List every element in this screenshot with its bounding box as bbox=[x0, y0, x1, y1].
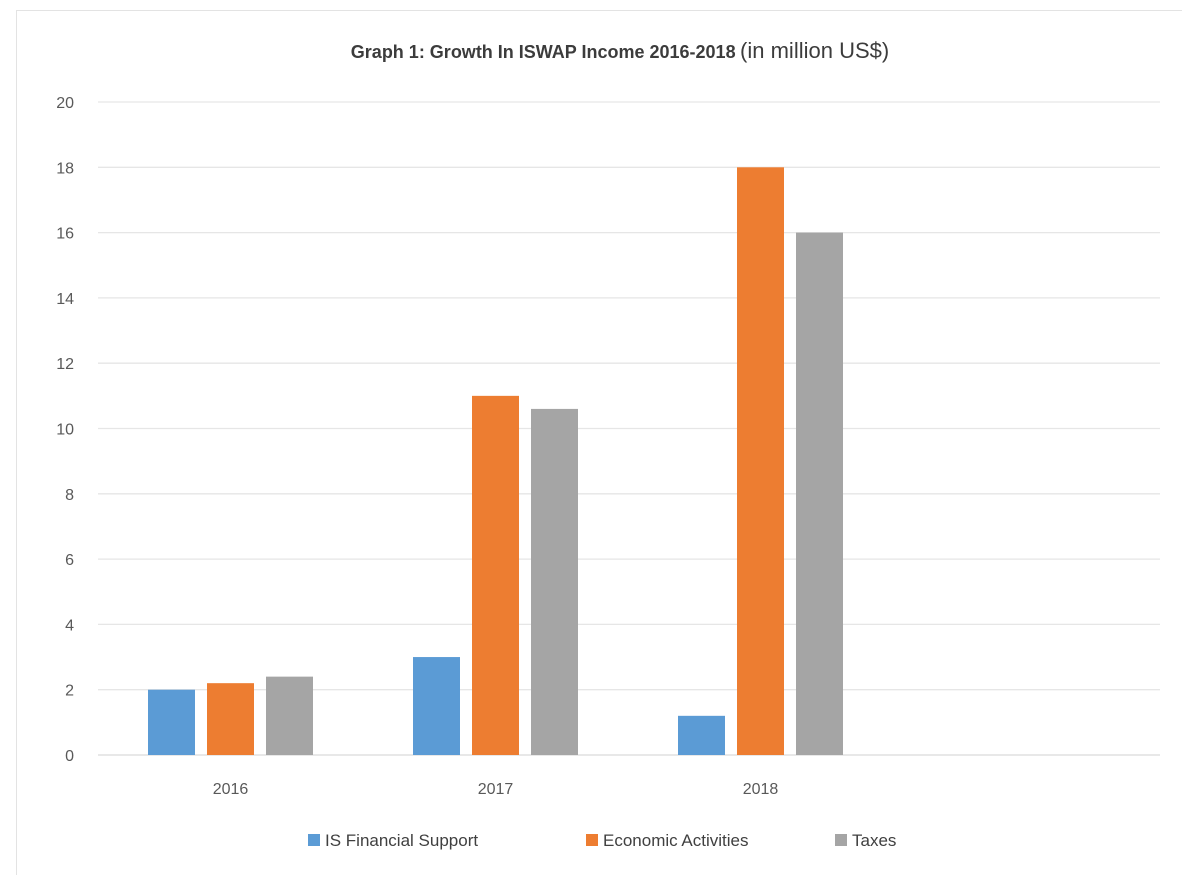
x-tick-label: 2017 bbox=[478, 781, 514, 798]
legend-swatch bbox=[308, 834, 320, 846]
y-tick-label: 8 bbox=[65, 487, 74, 504]
bar-2016-taxes bbox=[266, 676, 313, 755]
bar-2018-taxes bbox=[796, 232, 843, 756]
y-tick-label: 12 bbox=[56, 356, 74, 373]
legend-label: Taxes bbox=[852, 831, 896, 850]
gridlines bbox=[98, 101, 1160, 756]
y-tick-label: 20 bbox=[56, 95, 74, 112]
y-tick-label: 18 bbox=[56, 160, 74, 177]
bar-2016-is-financial-support bbox=[148, 689, 195, 755]
legend-label: IS Financial Support bbox=[325, 831, 478, 850]
chart-title-main: Graph 1: Growth In ISWAP Income 2016-201… bbox=[350, 42, 736, 62]
bar-2017-is-financial-support bbox=[413, 657, 460, 755]
chart-title: Graph 1: Growth In ISWAP Income 2016-201… bbox=[0, 38, 1182, 64]
bar-2018-is-financial-support bbox=[678, 715, 725, 755]
y-tick-label: 10 bbox=[56, 422, 74, 439]
x-tick-label: 2018 bbox=[743, 781, 779, 798]
y-axis-ticks: 0 2 4 6 8 10 12 14 16 18 20 bbox=[56, 95, 74, 765]
bars bbox=[148, 167, 843, 756]
y-tick-label: 0 bbox=[65, 748, 74, 765]
bar-2016-economic-activities bbox=[207, 683, 254, 755]
bar-2017-taxes bbox=[531, 408, 578, 755]
y-tick-label: 4 bbox=[65, 617, 74, 634]
y-tick-label: 2 bbox=[65, 683, 74, 700]
legend: IS Financial Support Economic Activities T… bbox=[308, 831, 896, 850]
legend-swatch bbox=[835, 834, 847, 846]
legend-label: Economic Activities bbox=[603, 831, 749, 850]
x-axis-ticks: 2016 2017 2018 bbox=[213, 781, 779, 798]
x-tick-label: 2016 bbox=[213, 781, 249, 798]
bar-2018-economic-activities bbox=[737, 167, 784, 756]
legend-swatch bbox=[586, 834, 598, 846]
y-tick-label: 14 bbox=[56, 291, 74, 308]
chart-title-unit: (in million US$) bbox=[740, 38, 890, 63]
y-tick-label: 6 bbox=[65, 552, 74, 569]
bar-2017-economic-activities bbox=[472, 395, 519, 755]
y-tick-label: 16 bbox=[56, 226, 74, 243]
